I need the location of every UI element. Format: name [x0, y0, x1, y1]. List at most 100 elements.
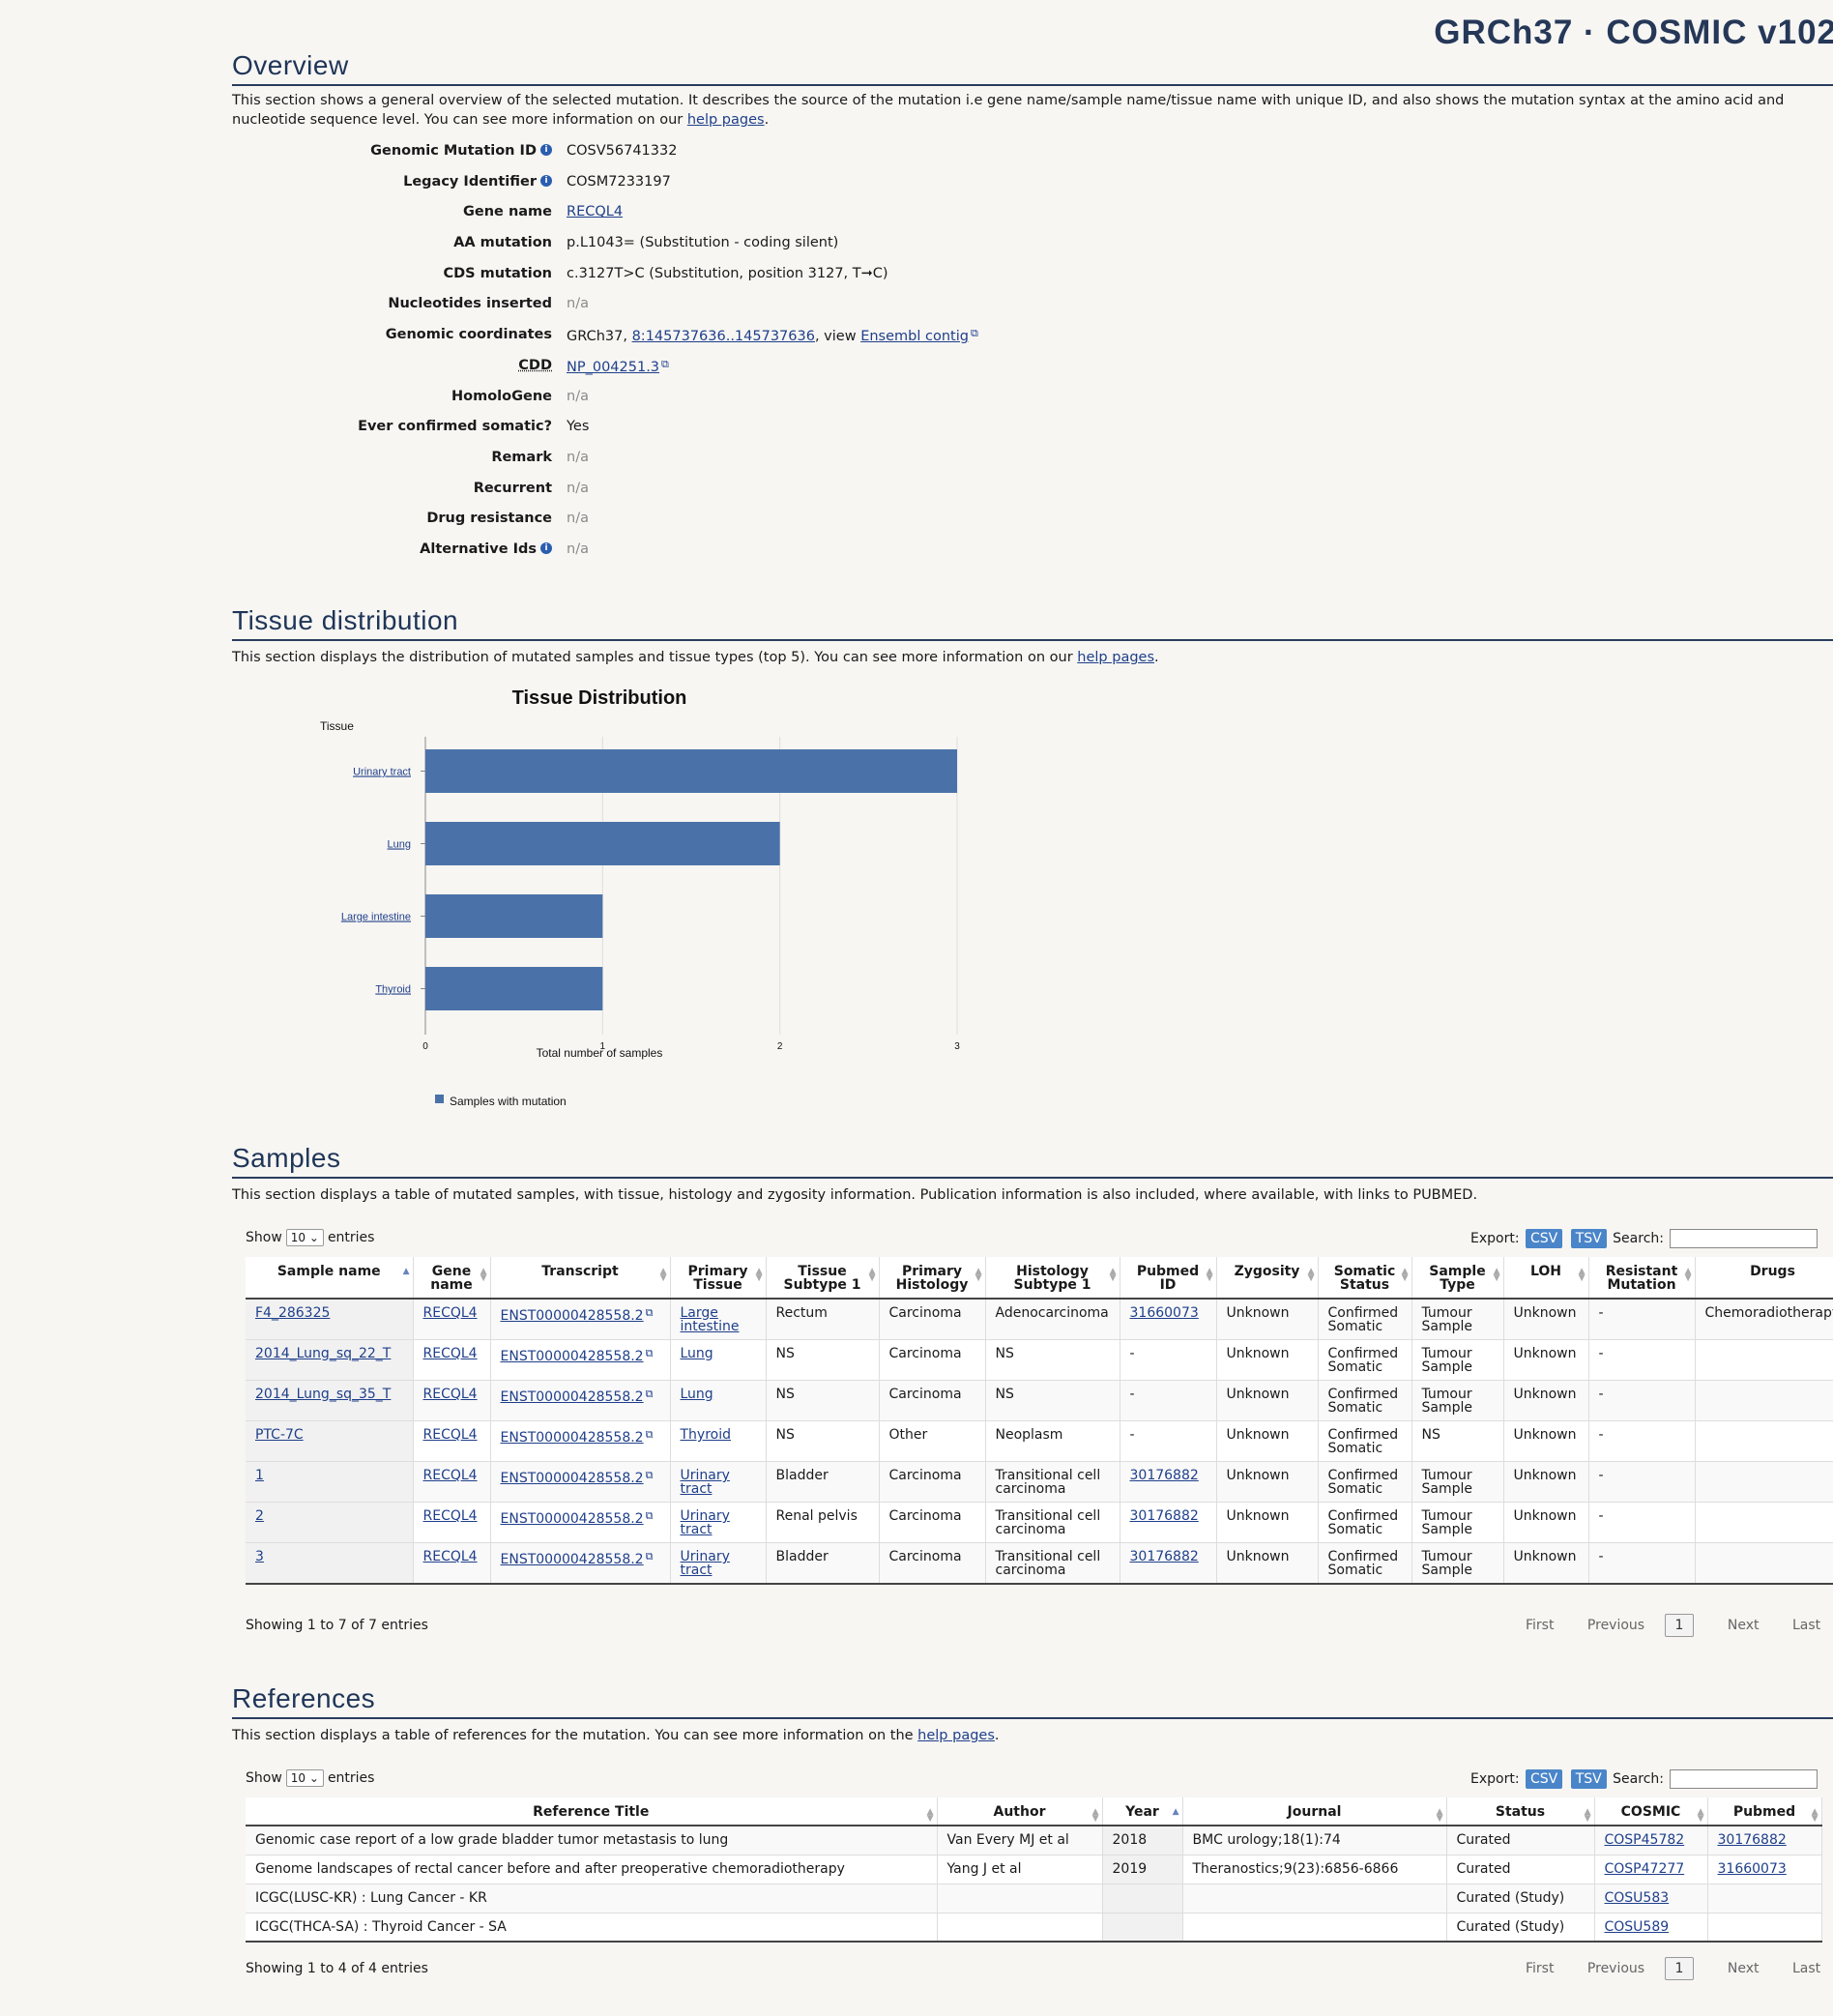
cell-link[interactable]: 1 [255, 1468, 264, 1483]
column-header[interactable]: LOH ▲ ▼ [1503, 1257, 1589, 1300]
column-header[interactable]: Gene name ▲ ▼ [413, 1257, 491, 1300]
table-cell: NS [766, 1420, 880, 1462]
cell-link[interactable]: Lung [680, 1346, 713, 1361]
cell-link[interactable]: 2014_Lung_sq_35_T [255, 1387, 392, 1402]
column-header[interactable]: Drugs [1695, 1257, 1833, 1300]
sort-icon: ▲ ▼ [1206, 1267, 1213, 1283]
column-header[interactable]: COSMIC ▲ ▼ [1594, 1797, 1708, 1826]
references-previous-button[interactable]: Previous [1586, 1961, 1645, 1976]
cell-link[interactable]: COSU583 [1604, 1889, 1670, 1906]
field-link[interactable]: NP_004251.3 [567, 359, 660, 375]
cell-link[interactable]: RECQL4 [422, 1346, 478, 1361]
info-icon[interactable]: i [540, 541, 552, 554]
tissue-help-link[interactable]: help pages [1077, 650, 1155, 665]
column-header[interactable]: Year ▲ [1102, 1797, 1183, 1826]
bar[interactable] [425, 967, 603, 1010]
cell-link[interactable]: 3 [255, 1549, 264, 1564]
cell-link[interactable]: RECQL4 [422, 1305, 478, 1321]
samples-first-button[interactable]: First [1526, 1618, 1555, 1633]
references-length-select[interactable]: 10 ⌄ [285, 1769, 324, 1787]
references-search-input[interactable] [1670, 1769, 1818, 1789]
column-header[interactable]: Reference Title ▲ ▼ [246, 1797, 938, 1826]
cell-link[interactable]: F4_286325 [255, 1305, 331, 1321]
column-header[interactable]: Resistant Mutation ▲ ▼ [1588, 1257, 1696, 1300]
references-csv-button[interactable]: CSV [1526, 1769, 1563, 1789]
column-header[interactable]: Histology Subtype 1 ▲ ▼ [985, 1257, 1120, 1300]
y-tick-label[interactable]: Lung [388, 839, 411, 851]
column-header[interactable]: Sample Type ▲ ▼ [1411, 1257, 1504, 1300]
references-next-button[interactable]: Next [1727, 1961, 1760, 1976]
samples-last-button[interactable]: Last [1792, 1618, 1821, 1633]
field-value: RECQL4 [567, 204, 623, 219]
info-icon[interactable]: i [540, 174, 552, 187]
references-help-link[interactable]: help pages [917, 1728, 995, 1743]
sort-icon: ▲ ▼ [1436, 1807, 1443, 1824]
samples-previous-button[interactable]: Previous [1586, 1618, 1645, 1633]
column-header[interactable]: Primary Histology ▲ ▼ [879, 1257, 986, 1300]
cell-link[interactable]: Lung [680, 1387, 713, 1402]
bar[interactable] [425, 749, 957, 793]
samples-length-select[interactable]: 10 ⌄ [285, 1229, 324, 1246]
coordinates-link[interactable]: 8:145737636..145737636 [631, 329, 815, 345]
cell-link[interactable]: COSP45782 [1604, 1832, 1685, 1848]
cell-link[interactable]: PTC-7C [255, 1427, 304, 1443]
bar[interactable] [425, 822, 780, 865]
cell-link[interactable]: Thyroid [680, 1427, 732, 1443]
samples-csv-button[interactable]: CSV [1526, 1229, 1563, 1248]
references-first-button[interactable]: First [1526, 1961, 1555, 1976]
overview-help-link[interactable]: help pages [686, 112, 765, 128]
y-tick-label[interactable]: Thyroid [375, 984, 411, 996]
cell-link[interactable]: 30176882 [1129, 1468, 1199, 1483]
ensembl-contig-link[interactable]: Ensembl contig [860, 329, 969, 345]
cell-link[interactable]: COSU589 [1604, 1918, 1670, 1935]
column-header[interactable]: Pubmed ID ▲ ▼ [1120, 1257, 1217, 1300]
column-header[interactable]: Zygosity ▲ ▼ [1216, 1257, 1319, 1300]
column-header[interactable]: Transcript ▲ ▼ [490, 1257, 671, 1300]
cell-link[interactable]: Urinary tract [680, 1508, 730, 1537]
cell-link[interactable]: ENST00000428558.2 [500, 1552, 644, 1567]
cell-link[interactable]: 31660073 [1717, 1860, 1787, 1877]
references-page-1[interactable]: 1 [1664, 1957, 1695, 1980]
y-tick-label[interactable]: Large intestine [341, 912, 411, 923]
info-icon[interactable]: i [540, 144, 552, 156]
table-cell [1102, 1884, 1183, 1914]
cell-link[interactable]: 2 [255, 1508, 264, 1524]
bar[interactable] [425, 894, 603, 938]
cell-link[interactable]: ENST00000428558.2 [500, 1471, 644, 1486]
cell-link[interactable]: ENST00000428558.2 [500, 1308, 644, 1324]
samples-page-1[interactable]: 1 [1664, 1614, 1695, 1637]
column-header[interactable]: Sample name ▲ [246, 1257, 414, 1300]
cell-link[interactable]: ENST00000428558.2 [500, 1430, 644, 1446]
column-header[interactable]: Author ▲ ▼ [937, 1797, 1103, 1826]
cell-link[interactable]: 2014_Lung_sq_22_T [255, 1346, 392, 1361]
cell-link[interactable]: 31660073 [1129, 1305, 1199, 1321]
cell-link[interactable]: ENST00000428558.2 [500, 1389, 644, 1405]
cell-link[interactable]: COSP47277 [1604, 1860, 1685, 1877]
column-header[interactable]: Somatic Status ▲ ▼ [1318, 1257, 1412, 1300]
cell-link[interactable]: Large intestine [680, 1305, 740, 1334]
samples-search-input[interactable] [1670, 1229, 1818, 1248]
cell-link[interactable]: ENST00000428558.2 [500, 1511, 644, 1527]
cell-link[interactable]: RECQL4 [422, 1549, 478, 1564]
cell-link[interactable]: 30176882 [1129, 1549, 1199, 1564]
references-tsv-button[interactable]: TSV [1570, 1769, 1607, 1789]
cell-link[interactable]: Urinary tract [680, 1468, 730, 1497]
cell-link[interactable]: RECQL4 [422, 1508, 478, 1524]
column-header[interactable]: Primary Tissue ▲ ▼ [670, 1257, 767, 1300]
cell-link[interactable]: RECQL4 [422, 1427, 478, 1443]
samples-tsv-button[interactable]: TSV [1570, 1229, 1607, 1248]
references-last-button[interactable]: Last [1792, 1961, 1821, 1976]
column-header[interactable]: Journal ▲ ▼ [1182, 1797, 1447, 1826]
column-header[interactable]: Pubmed ▲ ▼ [1707, 1797, 1822, 1826]
cell-link[interactable]: 30176882 [1717, 1832, 1787, 1848]
y-tick-label[interactable]: Urinary tract [353, 767, 411, 778]
column-header[interactable]: Status ▲ ▼ [1446, 1797, 1595, 1826]
cell-link[interactable]: ENST00000428558.2 [500, 1349, 644, 1364]
cell-link[interactable]: Urinary tract [680, 1549, 730, 1578]
field-link[interactable]: RECQL4 [567, 204, 624, 220]
column-header[interactable]: Tissue Subtype 1 ▲ ▼ [766, 1257, 880, 1300]
cell-link[interactable]: RECQL4 [422, 1468, 478, 1483]
samples-next-button[interactable]: Next [1727, 1618, 1760, 1633]
cell-link[interactable]: RECQL4 [422, 1387, 478, 1402]
cell-link[interactable]: 30176882 [1129, 1508, 1199, 1524]
